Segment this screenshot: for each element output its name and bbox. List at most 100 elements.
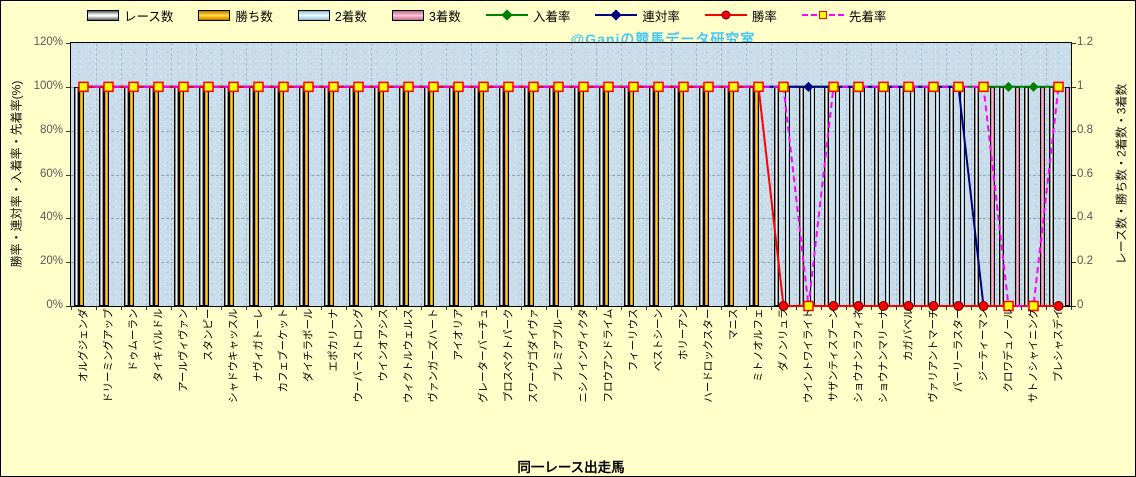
- quinella-line-swatch: [595, 9, 638, 21]
- winrate-line-swatch: [704, 10, 747, 21]
- x-axis-label: ショウナンマリーナ: [877, 308, 889, 404]
- x-axis-label: ニシノインヴィクタ: [577, 308, 589, 403]
- marker-first: [303, 81, 314, 93]
- gridline-vertical: [146, 43, 147, 306]
- x-axis-tickmark: [296, 306, 297, 310]
- right-axis-tick-label: 0.4: [1077, 211, 1093, 224]
- x-axis-label: プレシャスデイ: [1052, 308, 1064, 383]
- gridline-vertical: [346, 43, 347, 306]
- gridline-vertical: [971, 43, 972, 306]
- marker-winrate: [878, 301, 889, 311]
- legend-label: 入着率: [532, 10, 571, 24]
- x-axis-tickmark: [246, 306, 247, 310]
- gridline-vertical: [696, 43, 697, 306]
- legend-item-finish: 入着率: [485, 6, 571, 25]
- gridline-vertical: [171, 43, 172, 306]
- left-axis-tickmark: [66, 86, 71, 88]
- marker-winrate: [978, 301, 989, 311]
- x-axis-label: ショウナンラフィネ: [852, 308, 864, 403]
- x-axis-tickmark: [271, 306, 272, 310]
- right-axis-tickmark: [1071, 306, 1076, 307]
- x-axis-tickmark: [96, 306, 97, 310]
- x-axis-label: パーリーラスター: [952, 308, 964, 393]
- gridline-vertical: [796, 43, 797, 306]
- race-bar-swatch: [87, 10, 119, 21]
- marker-first: [553, 81, 564, 93]
- legend-item-first: 先着率: [801, 6, 886, 25]
- legend-item-win: 勝ち数: [198, 6, 273, 25]
- marker-first: [603, 81, 614, 93]
- marker-first: [903, 81, 914, 93]
- marker-first: [703, 81, 714, 93]
- marker-winrate: [828, 301, 839, 311]
- right-axis-tick-label: 0.2: [1077, 255, 1093, 268]
- x-axis-tickmark: [321, 306, 322, 310]
- marker-first: [428, 81, 439, 93]
- left-axis-tick-label: 40%: [39, 211, 63, 224]
- x-axis-tickmark: [446, 306, 447, 310]
- x-axis-tickmark: [671, 306, 672, 310]
- x-axis-label: アールヴィヴァン: [177, 308, 189, 392]
- left-axis-tick-label: 20%: [39, 255, 63, 268]
- gridline-vertical: [596, 43, 597, 306]
- first-marker-icon: [818, 11, 827, 19]
- plot-area: [70, 42, 1072, 312]
- gridline-vertical: [546, 43, 547, 306]
- x-axis-label: クロワデュノール: [1002, 308, 1014, 393]
- x-axis-label: シャドウキャッスル: [227, 308, 239, 404]
- left-axis-tick-label: 100%: [33, 79, 63, 92]
- marker-first: [928, 81, 939, 93]
- gridline-vertical: [921, 43, 922, 306]
- right-axis-tickmark: [1071, 43, 1076, 44]
- x-axis-label: ミトノオルフェ: [752, 308, 764, 383]
- marker-first: [528, 81, 539, 93]
- marker-first: [953, 81, 964, 93]
- left-axis-tickmark: [66, 262, 71, 264]
- x-axis-tickmark: [846, 306, 847, 310]
- x-axis-label: フィーリウス: [627, 308, 639, 372]
- legend-label: 勝ち数: [235, 10, 273, 24]
- line-quinella: [83, 85, 1059, 307]
- marker-quinella: [803, 81, 814, 92]
- right-axis-tick-label: 0.6: [1077, 167, 1093, 180]
- left-axis-tickmark: [66, 130, 71, 132]
- second-bar-swatch: [297, 10, 330, 21]
- gridline-vertical: [396, 43, 397, 306]
- marker-first: [278, 81, 289, 93]
- x-axis-label: カフェブーケット: [277, 308, 289, 393]
- legend-label: 2着数: [334, 10, 367, 24]
- line-series-overlay: [78, 81, 1064, 312]
- marker-first: [478, 81, 489, 93]
- x-axis-title: 同一レース出走馬: [517, 460, 625, 475]
- gridline-vertical: [221, 43, 222, 306]
- marker-first: [253, 81, 264, 93]
- right-axis-tickmark: [1071, 218, 1076, 220]
- x-axis-label: ヴァリアントマーチ: [927, 308, 939, 403]
- x-axis-tickmark: [871, 306, 872, 310]
- left-axis-tickmark: [66, 218, 71, 220]
- x-axis-tickmark: [746, 306, 747, 310]
- x-axis-tickmark: [71, 306, 72, 310]
- marker-winrate: [953, 301, 964, 311]
- legend-item-winrate: 勝率: [704, 6, 777, 25]
- x-axis-label: スワーヴゴダイヴァ: [527, 308, 539, 404]
- x-axis-tickmark: [221, 306, 222, 310]
- right-axis-tick-label: 1: [1077, 79, 1084, 92]
- marker-first: [378, 81, 389, 93]
- left-axis-tickmark: [66, 306, 71, 307]
- marker-first: [578, 81, 589, 93]
- gridline-vertical: [446, 43, 447, 306]
- legend-item-second: 2着数: [297, 6, 367, 25]
- x-axis-label: アイオリア: [452, 308, 464, 361]
- x-axis-label: ダノンリュラ: [777, 308, 789, 372]
- marker-first: [778, 81, 789, 93]
- legend-label: 3着数: [428, 10, 461, 24]
- chart-legend: レース数 勝ち数 2着数 3着数 入着率 連対率 勝率 先着率: [87, 6, 886, 25]
- x-axis-label: プロスペクトパーク: [502, 308, 514, 403]
- marker-finish: [1003, 81, 1014, 92]
- gridline-vertical: [746, 43, 747, 306]
- x-axis-tickmark: [346, 306, 347, 310]
- x-axis-tickmark: [521, 306, 522, 310]
- legend-item-third: 3着数: [391, 6, 461, 25]
- marker-winrate: [778, 301, 789, 311]
